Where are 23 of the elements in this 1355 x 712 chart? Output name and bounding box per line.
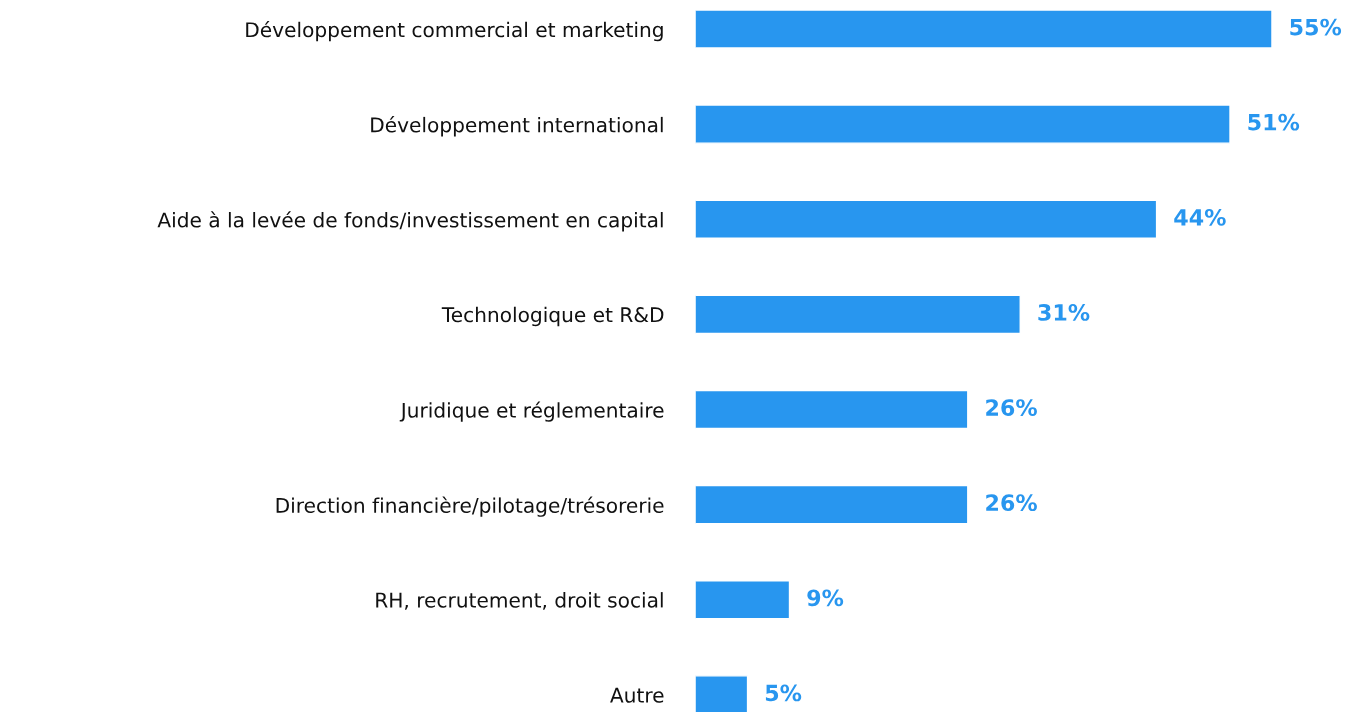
y-tick-label: Développement international [371,116,663,137]
y-tick-label: Autre [610,687,664,703]
data-label: 9% [807,589,844,607]
y-tick-label: Aide à la levée de fonds/investissement en capital [157,211,663,232]
y-tick-label: RH, recrutement, droit social [376,592,663,610]
y-tick-label: Technologique et R&D [441,306,664,327]
data-label: 5% [765,684,802,702]
bar [695,294,1021,335]
data-label: 44% [1174,208,1226,226]
y-tick-label: Juridique et réglementaire [399,401,664,422]
data-label: 55% [1290,18,1342,36]
y-tick-label: Développement commercial et marketing [246,20,663,42]
bar [695,104,1231,144]
bar [695,580,791,620]
data-label: 26% [986,494,1037,512]
y-tick-label: Direction financière/pilotage/trésorerie [276,496,664,517]
bar [695,9,1273,49]
bar [695,389,969,430]
bar [695,199,1158,239]
data-label: 31% [1038,304,1090,321]
data-label: 51% [1248,113,1300,131]
data-label: 26% [986,399,1037,416]
bar [695,484,969,525]
